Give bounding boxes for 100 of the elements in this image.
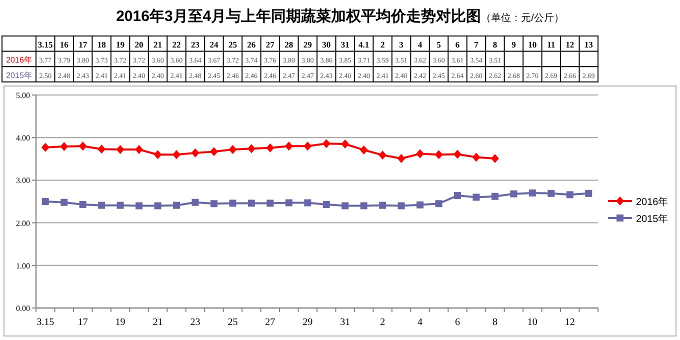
text: 2016年 <box>6 56 32 65</box>
category-label: 31 <box>340 317 350 328</box>
point <box>172 150 180 160</box>
x-tick-label: 7 <box>474 39 480 50</box>
point <box>454 150 462 159</box>
y-tick-label: 5.00 <box>16 91 30 100</box>
category-label: 19 <box>115 317 126 328</box>
x-tick-label: 23 <box>190 39 200 50</box>
point <box>116 202 124 209</box>
y-tick-label: 0.00 <box>16 304 30 313</box>
x-tick-label: 21 <box>154 39 162 50</box>
category-label: 3.15 <box>36 317 54 328</box>
point <box>435 200 442 208</box>
x-tick-label: 22 <box>172 39 181 50</box>
point <box>472 194 480 201</box>
point <box>490 154 499 163</box>
category-label: 21 <box>152 317 163 328</box>
point <box>154 150 162 160</box>
point <box>322 200 330 208</box>
category-label: 23 <box>190 317 200 328</box>
category-label: 27 <box>265 317 276 328</box>
point <box>454 192 461 200</box>
point <box>285 199 292 206</box>
x-tick-label: 9 <box>512 39 516 50</box>
x-tick-label: 6 <box>455 39 460 50</box>
x-tick-label: 8 <box>492 39 498 50</box>
x-tick-label: 30 <box>322 39 331 50</box>
point <box>472 152 480 162</box>
point <box>116 145 124 154</box>
point <box>548 190 555 197</box>
point <box>98 144 106 154</box>
point <box>360 202 368 210</box>
point <box>585 190 592 197</box>
point <box>192 198 199 206</box>
x-tick-label: 17 <box>78 39 88 50</box>
point <box>229 200 236 207</box>
point <box>360 145 368 154</box>
point <box>416 149 424 158</box>
point <box>434 150 443 160</box>
y-tick-label: 1.00 <box>16 261 30 270</box>
text: 2015年 <box>6 70 32 80</box>
point <box>528 189 536 196</box>
x-tick-label: 29 <box>303 39 312 50</box>
x-tick-label: 20 <box>134 39 144 50</box>
x-tick-label: 19 <box>116 39 125 50</box>
point <box>60 142 68 152</box>
x-tick-label: 28 <box>284 39 294 50</box>
chart-subtitle: （单位：元/公斤） <box>481 12 564 24</box>
point <box>342 202 349 210</box>
point <box>136 202 143 210</box>
legend-label: 2015年 <box>636 213 668 225</box>
point <box>397 154 406 163</box>
point <box>135 145 144 154</box>
x-tick-label: 4.1 <box>358 39 370 50</box>
x-tick-label: 11 <box>547 39 556 50</box>
point <box>210 147 218 156</box>
point <box>398 202 405 210</box>
x-tick-label: 10 <box>528 39 537 50</box>
y-tick-label: 4.00 <box>16 134 30 143</box>
point <box>491 192 498 200</box>
point <box>266 200 274 207</box>
x-tick-label: 16 <box>60 39 68 50</box>
category-label: 17 <box>78 317 88 328</box>
category-label: 25 <box>228 317 238 328</box>
point <box>248 200 255 207</box>
x-tick-label: 2 <box>380 39 385 50</box>
x-tick-label: 27 <box>266 39 276 50</box>
category-label: 29 <box>302 317 313 328</box>
y-tick-label: 3.00 <box>16 176 30 186</box>
x-tick-label: 3 <box>399 39 404 50</box>
point <box>41 142 50 152</box>
point <box>60 198 68 206</box>
point <box>79 200 86 208</box>
point <box>378 150 387 160</box>
x-tick-label: 5 <box>436 39 441 50</box>
point <box>416 201 424 208</box>
x-tick-label: 18 <box>97 39 106 50</box>
x-tick-label: 13 <box>584 39 593 50</box>
point <box>379 202 386 209</box>
x-tick-label: 26 <box>247 39 256 50</box>
point <box>510 190 518 198</box>
category-label: 6 <box>455 317 460 328</box>
point <box>304 142 312 151</box>
x-tick-label: 31 <box>340 39 350 50</box>
x-tick-label: 12 <box>566 39 574 50</box>
point <box>566 191 574 198</box>
point <box>154 202 162 210</box>
point <box>247 144 256 154</box>
point <box>210 200 218 208</box>
y-tick-label: 2.00 <box>16 218 30 228</box>
x-tick-label: 24 <box>210 39 219 50</box>
point <box>341 139 350 148</box>
point <box>78 142 87 151</box>
point <box>228 145 237 154</box>
x-tick-label: 25 <box>228 39 237 50</box>
legend-label: 2016年 <box>636 196 668 208</box>
point <box>284 142 293 151</box>
point <box>191 148 200 158</box>
point <box>322 139 330 148</box>
x-tick-label: 3.15 <box>38 39 53 50</box>
